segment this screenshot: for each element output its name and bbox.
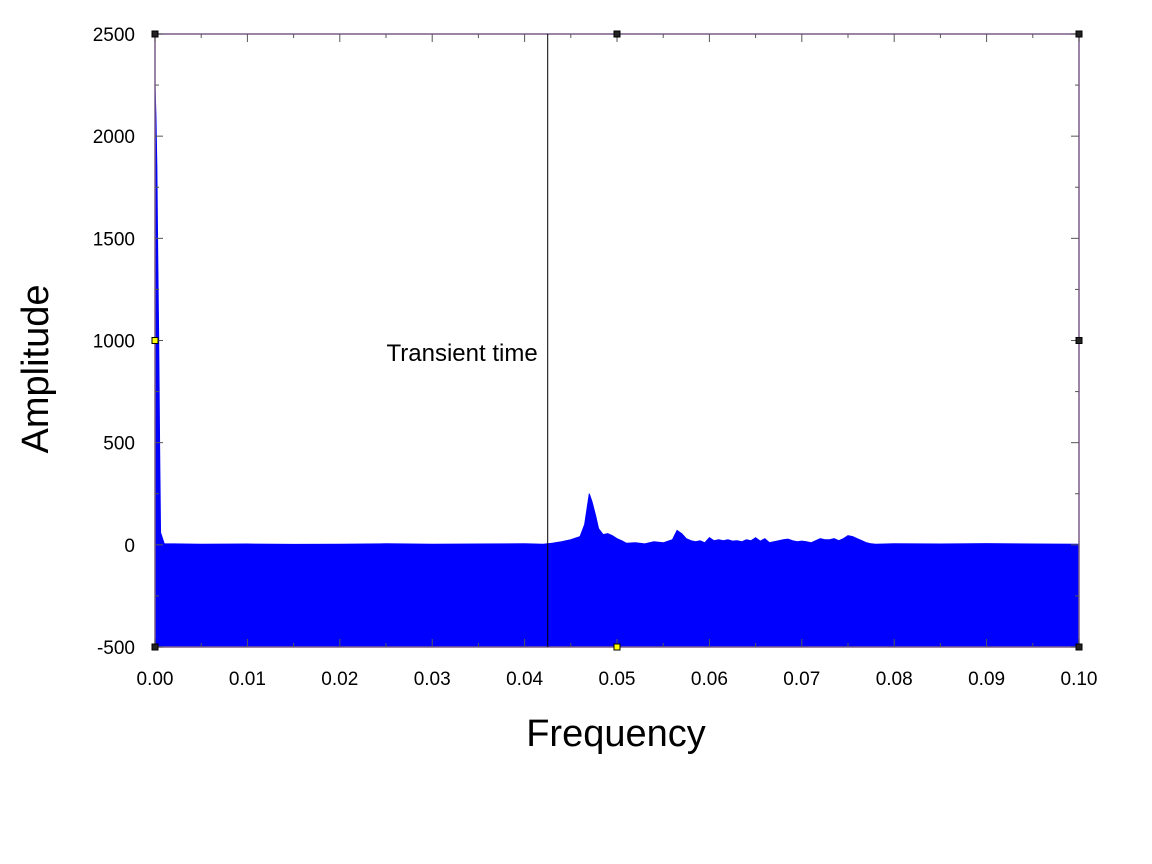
y-tick-label: 1000 bbox=[93, 332, 135, 353]
y-tick-label: 1500 bbox=[93, 229, 135, 250]
x-tick-label: 0.03 bbox=[414, 669, 451, 690]
x-tick-label: 0.06 bbox=[691, 669, 728, 690]
x-tick-label: 0.04 bbox=[506, 669, 543, 690]
x-tick-label: 0.07 bbox=[783, 669, 820, 690]
resize-handle[interactable] bbox=[1075, 643, 1083, 651]
x-tick-label: 0.05 bbox=[599, 669, 636, 690]
resize-handle[interactable] bbox=[151, 643, 159, 651]
x-tick-label: 0.01 bbox=[229, 669, 266, 690]
resize-handle[interactable] bbox=[151, 30, 159, 38]
y-tick-label: 0 bbox=[124, 536, 135, 557]
y-tick-label: 2500 bbox=[93, 25, 135, 46]
amplitude-series-0 bbox=[154, 85, 1080, 648]
y-tick-labels: -500 0 500 1000 1500 2000 2500 bbox=[93, 25, 135, 659]
transient-time-label: Transient time bbox=[387, 340, 538, 367]
x-tick-labels: 0.00 0.01 0.02 0.03 0.04 0.05 0.06 0.07 0.08 0.09… bbox=[137, 669, 1098, 690]
resize-handle[interactable] bbox=[151, 337, 159, 344]
resize-handle[interactable] bbox=[1075, 30, 1083, 38]
x-tick-label: 0.10 bbox=[1061, 669, 1098, 690]
annotation-layer: Transient time bbox=[387, 34, 549, 647]
resize-handle[interactable] bbox=[613, 643, 621, 651]
y-axis-title: Amplitude bbox=[15, 285, 57, 454]
y-tick-label: 500 bbox=[103, 434, 135, 455]
x-axis-title: Frequency bbox=[526, 713, 706, 755]
plot-area bbox=[154, 85, 1080, 648]
resize-handle[interactable] bbox=[1075, 337, 1083, 344]
x-tick-label: 0.08 bbox=[876, 669, 913, 690]
axis-ticks bbox=[154, 33, 1080, 648]
x-tick-label: 0.09 bbox=[968, 669, 1005, 690]
y-tick-label: 2000 bbox=[93, 127, 135, 148]
selection-handles bbox=[151, 30, 1083, 651]
x-tick-label: 0.02 bbox=[321, 669, 358, 690]
resize-handle[interactable] bbox=[613, 30, 621, 38]
x-tick-label: 0.00 bbox=[137, 669, 174, 690]
y-tick-label: -500 bbox=[97, 638, 135, 659]
